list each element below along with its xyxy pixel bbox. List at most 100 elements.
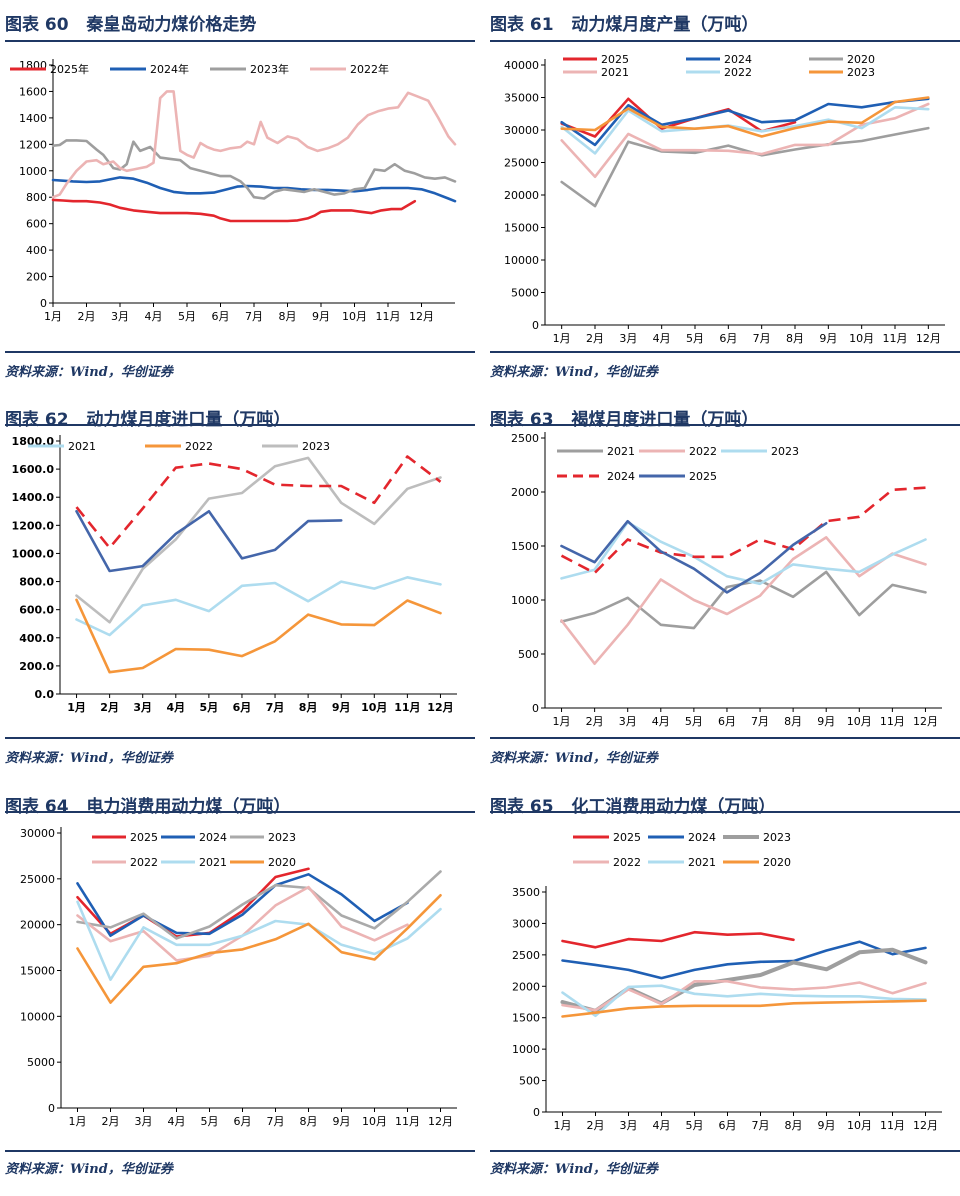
y-tick-label: 40000: [504, 59, 539, 72]
y-tick-label: 10000: [20, 1010, 55, 1023]
series-line-2024: [76, 873, 409, 937]
axes: 0.0 200.0 400.0 600.0 800.0 1000.0 1200.0 1400.…: [12, 435, 457, 714]
x-tick-label: 5月: [201, 1115, 219, 1128]
legend-label: 2024年: [150, 62, 189, 76]
x-tick-label: 4月: [168, 1115, 186, 1128]
x-tick-label: 3月: [111, 310, 129, 323]
x-tick-label: 9月: [333, 1115, 351, 1128]
series-line-2023年: [51, 139, 457, 200]
series-line-2023: [560, 96, 930, 138]
x-tick-label: 9月: [817, 715, 835, 728]
figure-64-panel: 图表 64 电力消费用动力煤（万吨） 0 5000 10000 15000 20000 2…: [5, 782, 475, 1192]
x-tick-label: 4月: [145, 310, 163, 323]
x-tick-label: 8月: [279, 310, 297, 323]
legend-label: 2025: [613, 831, 641, 844]
title-rule: [5, 40, 475, 42]
legend-label: 2023年: [250, 62, 289, 76]
source-note: 资料来源：Wind，华创证券: [490, 365, 658, 380]
legend-label: 2020: [763, 856, 791, 869]
x-tick-label: 7月: [751, 715, 769, 728]
source-note: 资料来源：Wind，华创证券: [5, 751, 173, 766]
series-line-2025: [560, 519, 828, 594]
y-tick-label: 3500: [512, 886, 540, 899]
x-tick-label: 5月: [178, 310, 196, 323]
x-tick-label: 8月: [784, 715, 802, 728]
figure-64-title: 图表 64 电力消费用动力煤（万吨）: [5, 797, 291, 817]
legend-label: 2025: [601, 53, 629, 66]
legend-label: 2021: [199, 856, 227, 869]
x-tick-label: 7月: [753, 332, 771, 345]
x-tick-label: 7月: [245, 310, 263, 323]
legend-label: 2023: [763, 831, 791, 844]
figure-65-panel: 图表 65 化工消费用动力煤（万吨） 0 500 1000 1500 2000 2500 3…: [490, 782, 960, 1192]
legend-label: 2025年: [50, 62, 89, 76]
x-tick-label: 3月: [133, 701, 152, 714]
y-tick-label: 500: [519, 1075, 540, 1088]
source-note: 资料来源：Wind，华创证券: [490, 1162, 658, 1177]
bottom-rule: [490, 351, 960, 353]
source-note: 资料来源：Wind，华创证券: [5, 1162, 173, 1177]
y-tick-label: 1400.0: [12, 491, 55, 504]
x-tick-label: 2月: [586, 332, 604, 345]
bottom-rule: [490, 737, 960, 739]
legend-label: 2022: [724, 66, 752, 79]
series-line-2024: [560, 486, 926, 575]
y-tick-label: 1500: [512, 1012, 540, 1025]
y-tick-label: 1000: [512, 1043, 540, 1056]
y-tick-label: 500: [518, 648, 539, 661]
series-line-2021: [75, 576, 442, 637]
figure-61-chart: 0 5000 10000 15000 20000 25000 30000 35000 40000…: [504, 53, 945, 345]
x-tick-label: 12月: [913, 715, 938, 728]
y-tick-label: 1000: [511, 594, 539, 607]
x-tick-label: 7月: [267, 1115, 285, 1128]
y-tick-label: 10000: [504, 254, 539, 267]
legend-label: 2020: [847, 53, 875, 66]
x-tick-label: 10月: [847, 1119, 872, 1132]
x-tick-label: 1月: [67, 701, 86, 714]
series-line-2022: [75, 598, 442, 674]
x-tick-label: 4月: [653, 1119, 671, 1132]
bottom-rule: [5, 1150, 475, 1152]
legend-label: 2021: [688, 856, 716, 869]
y-tick-label: 0.0: [35, 688, 55, 701]
series-line-2025: [561, 930, 795, 949]
x-tick-label: 6月: [234, 1115, 252, 1128]
series-line-2023: [76, 870, 442, 940]
x-tick-label: 12月: [427, 701, 453, 714]
legend-label: 2024: [607, 470, 635, 483]
x-tick-label: 9月: [818, 1119, 836, 1132]
x-tick-label: 1月: [69, 1115, 87, 1128]
series-line-2025年: [51, 198, 417, 223]
legend-label: 2025: [130, 831, 158, 844]
legend-label: 2022年: [350, 62, 389, 76]
x-tick-label: 8月: [300, 1115, 318, 1128]
legend-label: 2023: [268, 831, 296, 844]
legend: 2025 2024 2023 2022 2021 2020: [92, 831, 296, 869]
y-tick-label: 5000: [27, 1056, 55, 1069]
x-tick-label: 10月: [849, 332, 874, 345]
y-tick-label: 1600: [19, 85, 47, 98]
legend-label: 2021: [601, 66, 629, 79]
y-tick-label: 800.0: [19, 576, 54, 589]
x-tick-label: 11月: [880, 1119, 905, 1132]
y-tick-label: 2500: [512, 949, 540, 962]
x-tick-label: 5月: [200, 701, 219, 714]
x-tick-label: 10月: [361, 701, 387, 714]
title-rule: [490, 40, 960, 42]
x-tick-label: 1月: [44, 310, 62, 323]
x-tick-label: 6月: [718, 715, 736, 728]
y-tick-label: 0: [533, 1106, 540, 1119]
y-tick-label: 400: [26, 244, 47, 257]
x-tick-label: 4月: [653, 332, 671, 345]
x-tick-label: 8月: [299, 701, 318, 714]
y-tick-label: 400.0: [19, 632, 54, 645]
x-tick-label: 5月: [686, 332, 704, 345]
title-rule: [5, 811, 475, 813]
legend: 2021 2022 2023: [28, 440, 330, 453]
figure-65-chart: 0 500 1000 1500 2000 2500 3000 3500 1月 2月 3月 4月 5月 6月…: [512, 831, 942, 1132]
series-line-2022年: [51, 90, 457, 199]
axes: 0 500 1000 1500 2000 2500 1月 2月 3月 4月 5月 6月 7月 8月 9月 10…: [511, 432, 942, 728]
x-tick-label: 7月: [752, 1119, 770, 1132]
legend-label: 2025: [689, 470, 717, 483]
